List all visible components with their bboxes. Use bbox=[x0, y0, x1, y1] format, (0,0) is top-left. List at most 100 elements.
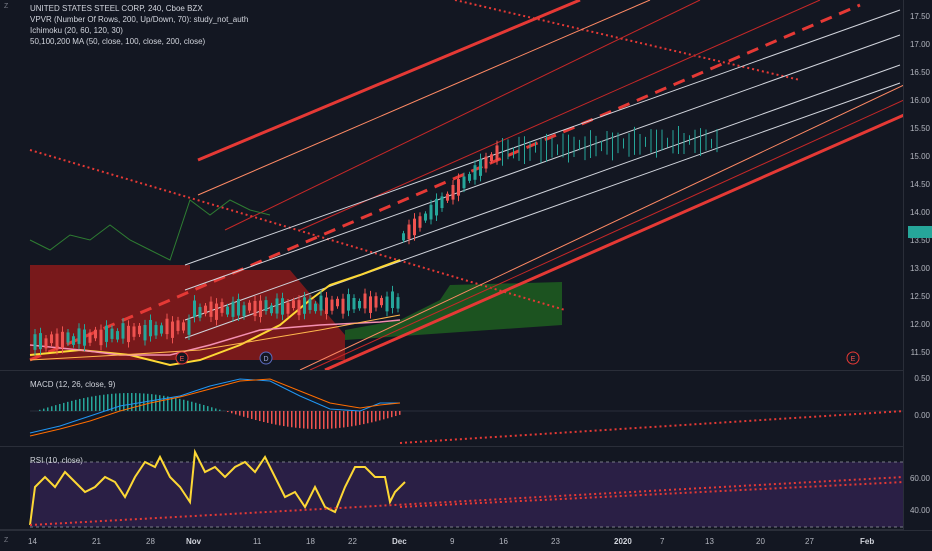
candle-body bbox=[314, 304, 317, 312]
time-axis-label: 14 bbox=[28, 537, 37, 546]
macd-histogram-bar bbox=[175, 398, 177, 411]
macd-dotted-trend bbox=[400, 411, 904, 443]
main-price-pane[interactable]: E D E UNITED STATES STEEL CORP, 240, Cbo… bbox=[0, 0, 904, 371]
candle-body bbox=[155, 325, 158, 335]
candle-body bbox=[364, 294, 367, 309]
macd-pane[interactable]: MACD (12, 26, close, 9) bbox=[0, 371, 904, 447]
candle-body bbox=[94, 330, 97, 339]
chart-legend[interactable]: UNITED STATES STEEL CORP, 240, Cboe BZX … bbox=[30, 3, 248, 47]
macd-axis[interactable]: 0.50 0.00 bbox=[903, 371, 932, 446]
candle-body bbox=[188, 320, 191, 335]
collapse-icon[interactable]: Z bbox=[4, 537, 8, 544]
macd-histogram-bar bbox=[231, 411, 233, 413]
macd-legend[interactable]: MACD (12, 26, close, 9) bbox=[30, 379, 115, 390]
candle-body bbox=[325, 297, 328, 313]
time-axis-label: Dec bbox=[392, 537, 407, 546]
vpvr-legend[interactable]: VPVR (Number Of Rows, 200, Up/Down, 70):… bbox=[30, 14, 248, 25]
candle-body bbox=[248, 303, 251, 311]
collapse-icon[interactable]: Z bbox=[4, 3, 8, 10]
candle-body bbox=[116, 331, 119, 339]
macd-histogram-bar bbox=[239, 411, 241, 416]
macd-histogram-bar bbox=[95, 396, 97, 411]
macd-histogram-bar bbox=[295, 411, 297, 428]
candle-body bbox=[254, 301, 257, 316]
macd-histogram-bar bbox=[43, 409, 45, 411]
red-channel-top-4 bbox=[300, 0, 820, 230]
price-axis-label: 11.50 bbox=[911, 348, 930, 357]
macd-histogram-bar bbox=[87, 397, 89, 411]
macd-histogram-bar bbox=[263, 411, 265, 422]
macd-histogram-bar bbox=[187, 401, 189, 411]
price-axis-label: 14.50 bbox=[910, 180, 930, 189]
macd-histogram-bar bbox=[147, 394, 149, 411]
macd-histogram-bar bbox=[363, 411, 365, 424]
macd-histogram-bar bbox=[235, 411, 237, 414]
candle-body bbox=[380, 298, 383, 305]
macd-histogram-bar bbox=[179, 399, 181, 411]
candle-body bbox=[105, 326, 108, 342]
dotted-trendline-2 bbox=[455, 0, 800, 80]
rsi-legend[interactable]: RSI (10, close) bbox=[30, 455, 83, 466]
time-axis-label: 13 bbox=[705, 537, 714, 546]
macd-histogram-bar bbox=[283, 411, 285, 426]
candle-body bbox=[193, 301, 196, 317]
rsi-axis[interactable]: 60.00 40.00 bbox=[903, 447, 932, 529]
candle-body bbox=[391, 291, 394, 308]
last-price-badge bbox=[908, 226, 932, 238]
candle-body bbox=[171, 322, 174, 338]
macd-histogram-bar bbox=[391, 411, 393, 417]
white-channel-3 bbox=[185, 65, 900, 320]
price-axis-label: 12.50 bbox=[910, 292, 930, 301]
macd-histogram-bar bbox=[191, 402, 193, 411]
macd-histogram-bar bbox=[59, 404, 61, 411]
candle-body bbox=[303, 297, 306, 313]
rsi-pane[interactable]: RSI (10, close) bbox=[0, 447, 904, 530]
macd-histogram-bar bbox=[303, 411, 305, 428]
macd-histogram-bar bbox=[195, 403, 197, 411]
macd-histogram-bar bbox=[287, 411, 289, 427]
candle-body bbox=[463, 177, 466, 189]
macd-histogram-bar bbox=[275, 411, 277, 425]
macd-histogram-bar bbox=[79, 399, 81, 411]
price-axis-label: 16.00 bbox=[910, 96, 930, 105]
price-axis-label: 15.00 bbox=[910, 152, 930, 161]
macd-canvas[interactable] bbox=[0, 371, 904, 446]
ichimoku-legend[interactable]: Ichimoku (20, 60, 120, 30) bbox=[30, 25, 248, 36]
candle-body bbox=[402, 233, 405, 240]
macd-histogram-bar bbox=[279, 411, 281, 425]
candle-body bbox=[320, 296, 323, 311]
candle-body bbox=[496, 145, 499, 160]
price-axis-label: 15.50 bbox=[910, 124, 930, 133]
candle-body bbox=[149, 320, 152, 336]
macd-histogram-bar bbox=[243, 411, 245, 417]
candle-body bbox=[435, 199, 438, 216]
candle-body bbox=[452, 185, 455, 200]
candle-body bbox=[127, 326, 130, 342]
price-chart-canvas[interactable]: E D E bbox=[0, 0, 904, 370]
red-channel-top-3 bbox=[225, 0, 700, 230]
candle-body bbox=[204, 306, 207, 314]
candle-body bbox=[441, 196, 444, 208]
candle-body bbox=[61, 332, 64, 348]
candle-body bbox=[221, 302, 224, 313]
ma-legend[interactable]: 50,100,200 MA (50, close, 100, close, 20… bbox=[30, 36, 248, 47]
candle-body bbox=[232, 302, 235, 317]
macd-histogram-bar bbox=[67, 402, 69, 411]
time-axis-label: 20 bbox=[756, 537, 765, 546]
red-channel-bottom-1 bbox=[325, 115, 904, 370]
candle-body bbox=[34, 334, 37, 350]
rsi-canvas[interactable] bbox=[0, 447, 904, 529]
red-channel-top-1 bbox=[198, 0, 580, 160]
candle-body bbox=[292, 300, 295, 308]
price-axis-label: 13.00 bbox=[910, 264, 930, 273]
candle-body bbox=[347, 294, 350, 311]
time-axis-label: 27 bbox=[805, 537, 814, 546]
time-axis-label: 22 bbox=[348, 537, 357, 546]
candle-body bbox=[56, 334, 59, 350]
price-axis-label: 17.00 bbox=[910, 40, 930, 49]
macd-histogram-bar bbox=[387, 411, 389, 418]
macd-histogram-bar bbox=[163, 396, 165, 411]
rsi-axis-label: 40.00 bbox=[910, 506, 930, 515]
